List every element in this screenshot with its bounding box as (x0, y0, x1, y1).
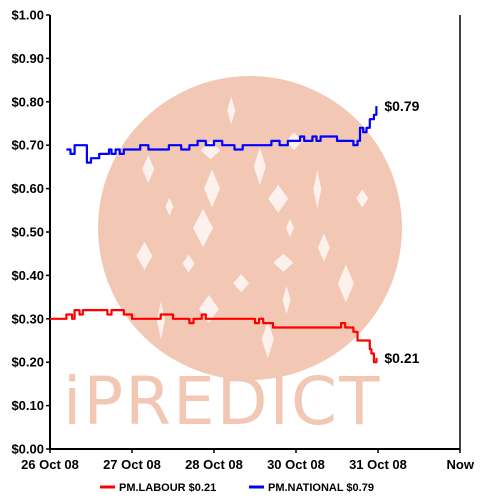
x-tick-label: 27 Oct 08 (103, 457, 161, 472)
watermark-facet (198, 295, 219, 324)
y-tick-label: $0.90 (11, 51, 44, 66)
x-tick-label: 28 Oct 08 (185, 457, 243, 472)
watermark-facet (204, 169, 221, 208)
watermark-pattern (136, 96, 369, 359)
end-label-national: $0.79 (384, 98, 419, 114)
x-tick-label: 30 Oct 08 (267, 457, 325, 472)
watermark-facet (282, 286, 291, 315)
x-ticks: 26 Oct 08 27 Oct 08 28 Oct 08 30 Oct 08 31 O… (21, 449, 475, 472)
watermark: iPREDICT (63, 76, 402, 440)
watermark-circle (98, 76, 402, 380)
y-tick-label: $0.70 (11, 138, 44, 153)
legend-label-labour: PM.LABOUR $0.21 (119, 482, 216, 494)
x-tick-label: 31 Oct 08 (349, 457, 407, 472)
y-tick-label: $1.00 (11, 8, 44, 23)
series-line-national (66, 106, 378, 164)
y-tick-label: $0.10 (11, 398, 44, 413)
watermark-facet (165, 197, 174, 216)
watermark-facet (182, 254, 195, 273)
y-ticks: $0.00 $0.10 $0.20 $0.30 $0.40 $0.50 $0.60 $0.70… (11, 8, 50, 457)
y-tick-label: $0.00 (11, 442, 44, 457)
watermark-facet (337, 264, 354, 303)
series-line-labour (50, 309, 378, 364)
watermark-facet (233, 274, 250, 293)
watermark-facet (286, 219, 294, 237)
series-lines (50, 106, 378, 364)
y-tick-label: $0.60 (11, 181, 44, 196)
watermark-facet (142, 155, 155, 184)
watermark-facet (261, 320, 274, 359)
watermark-facet (156, 301, 165, 340)
watermark-facet (193, 209, 213, 247)
y-tick-label: $0.80 (11, 94, 44, 109)
watermark-facet (317, 233, 330, 262)
watermark-facet (313, 170, 322, 209)
x-tick-label: 26 Oct 08 (21, 457, 79, 472)
watermark-text: iPREDICT (63, 363, 381, 440)
watermark-facet (273, 253, 294, 272)
y-tick-label: $0.50 (11, 225, 44, 240)
legend: PM.LABOUR $0.21 PM.NATIONAL $0.79 (100, 482, 374, 494)
y-tick-label: $0.30 (11, 311, 44, 326)
watermark-facet (253, 147, 266, 186)
y-tick-label: $0.20 (11, 355, 44, 370)
watermark-facet (268, 184, 289, 213)
legend-label-national: PM.NATIONAL $0.79 (268, 482, 374, 494)
y-tick-label: $0.40 (11, 268, 44, 283)
series-end-labels: $0.21 $0.79 (384, 98, 419, 366)
x-tick-label: Now (447, 457, 475, 472)
end-label-labour: $0.21 (384, 350, 419, 366)
watermark-facet (356, 189, 369, 208)
watermark-facet (227, 96, 236, 125)
watermark-facet (136, 241, 153, 270)
